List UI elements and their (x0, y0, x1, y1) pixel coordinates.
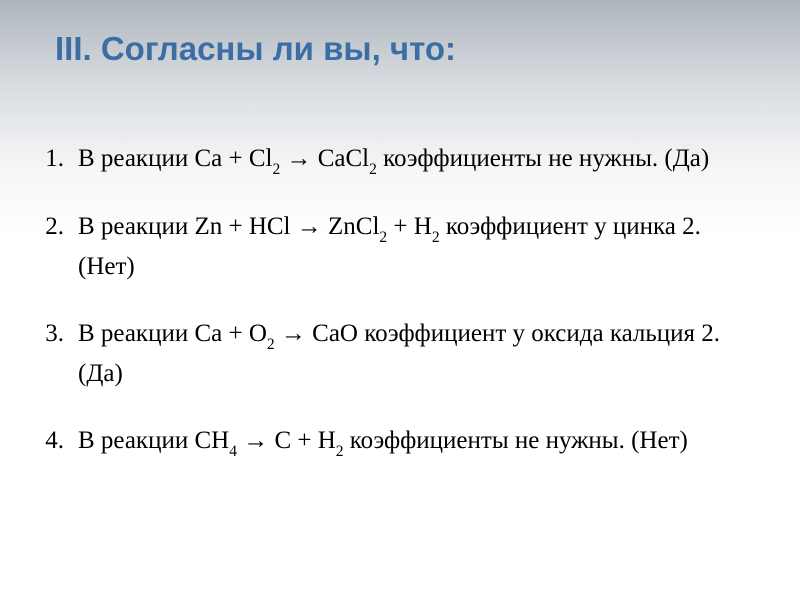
item-text: В реакции Ca + Cl2 → CaCl2 коэффициенты … (78, 140, 740, 180)
list-item: 2.В реакции Zn + HCl → ZnCl2 + H2 коэффи… (34, 208, 740, 287)
list-item: 4.В реакции CH4 → C + H2 коэффициенты не… (34, 422, 740, 462)
item-number: 2. (34, 208, 78, 247)
list-item: 1.В реакции Ca + Cl2 → CaCl2 коэффициент… (34, 140, 740, 180)
item-text: В реакции CH4 → C + H2 коэффициенты не н… (78, 422, 740, 462)
item-number: 4. (34, 422, 78, 461)
statements-list: 1.В реакции Ca + Cl2 → CaCl2 коэффициент… (34, 140, 740, 490)
list-item: 3.В реакции Ca + O2 → CaO коэффициент у … (34, 315, 740, 394)
item-text: В реакции Zn + HCl → ZnCl2 + H2 коэффици… (78, 208, 740, 287)
item-number: 3. (34, 315, 78, 354)
slide-title: III. Согласны ли вы, что: (55, 30, 456, 68)
item-text: В реакции Ca + O2 → CaO коэффициент у ок… (78, 315, 740, 394)
item-number: 1. (34, 140, 78, 179)
